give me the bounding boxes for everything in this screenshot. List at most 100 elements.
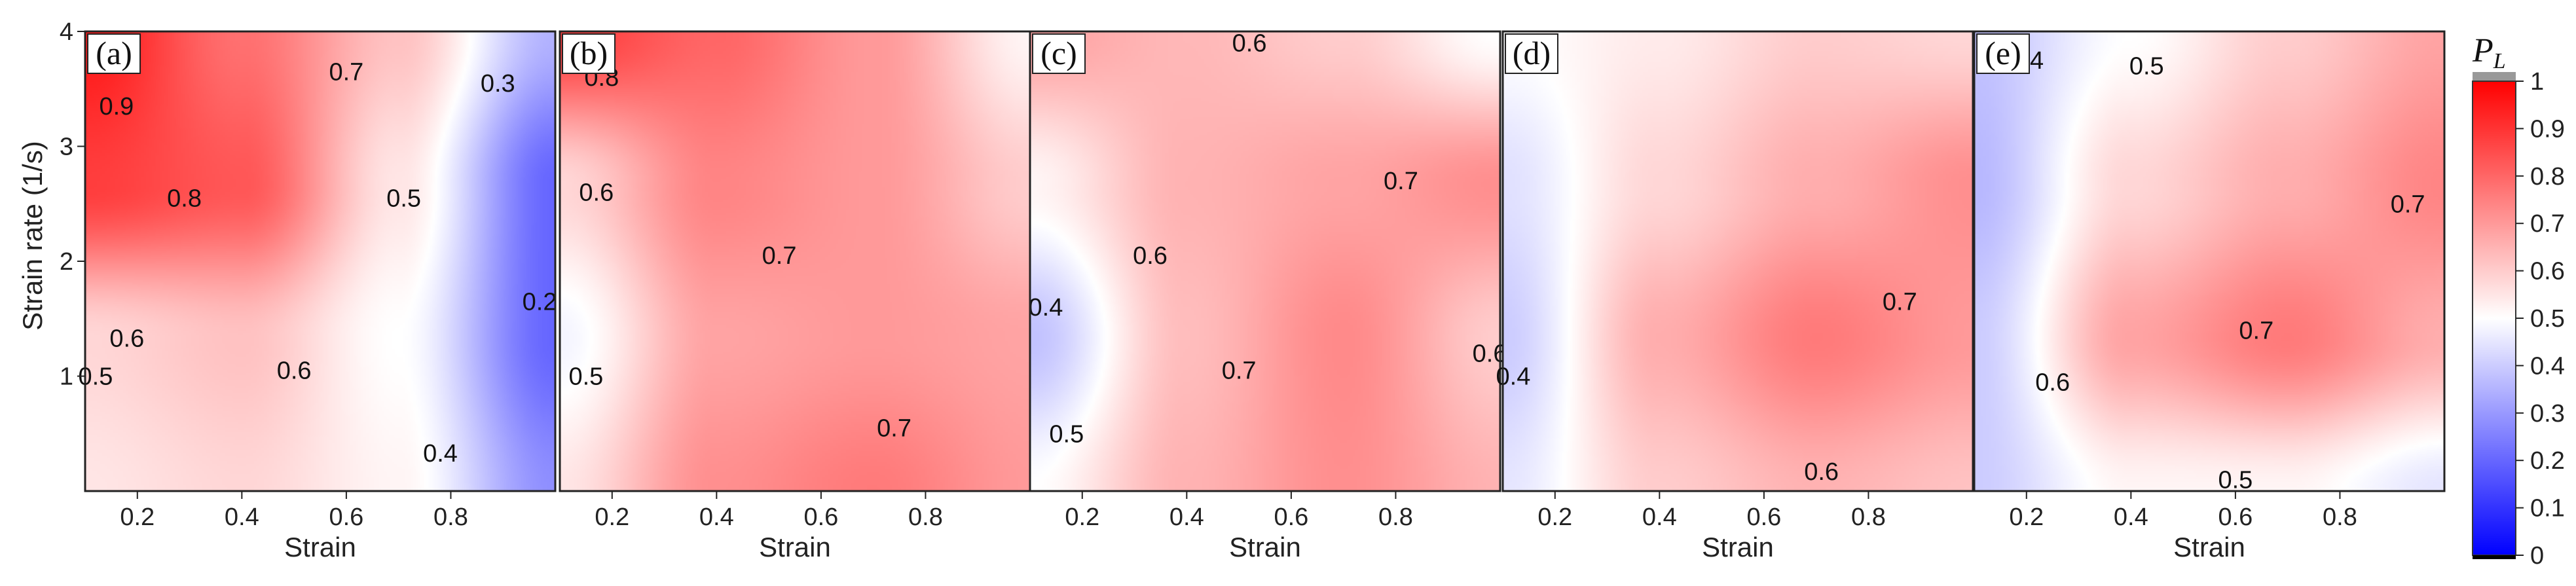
colorbar-tick-label: 0.7 — [2530, 210, 2565, 238]
colorbar-tick-label: 0 — [2530, 542, 2544, 570]
colorbar-tick-label: 0.1 — [2530, 495, 2565, 522]
colorbar-tick-label: 0.3 — [2530, 400, 2565, 428]
panel-a-contour-label: 0.3 — [481, 70, 515, 98]
panel-b-x-axis-title: Strain — [759, 532, 831, 562]
colorbar-tick-label: 0.9 — [2530, 115, 2565, 143]
panel-e-heatmap — [1974, 31, 2444, 491]
panel-e-x-tick-label: 0.2 — [2009, 504, 2044, 531]
panel-c-contour-label: 0.6 — [1232, 30, 1267, 58]
panel-a-contour-label: 0.5 — [386, 185, 421, 212]
panel-c-label-box — [1032, 33, 1086, 74]
panel-b-contour-label: 0.5 — [568, 363, 603, 391]
panel-d-x-tick-label: 0.6 — [1746, 504, 1781, 531]
panel-a-y-tick-label: 3 — [60, 134, 73, 161]
panel-a-letter: (a) — [96, 35, 132, 71]
panel-e-contour-label: 0.6 — [2035, 369, 2070, 396]
panel-a-y-tick-label: 2 — [60, 248, 73, 276]
colorbar-tick-label: 0.4 — [2530, 352, 2565, 380]
panel-d-contour-label: 0.4 — [1496, 363, 1531, 391]
panel-c-letter: (c) — [1040, 35, 1077, 71]
panel-b-letter: (b) — [570, 35, 608, 71]
colorbar: PL 0 0.1 0.2 0.3 0.4 0.5 0.6 0.7 0.8 0.9 1 — [2472, 32, 2565, 570]
panel-e-contour-label: 0.7 — [2239, 317, 2273, 344]
panel-b-contour-label: 0.7 — [877, 414, 911, 442]
panel-c-contour-label: 0.7 — [1222, 357, 1257, 385]
panel-b-contour-label: 0.6 — [579, 179, 614, 207]
panel-c-x-tick-label: 0.4 — [1169, 504, 1204, 531]
panel-d: 0.7 0.4 0.6 (d) 0.2 0.4 0.6 0.8 Strain — [1496, 30, 1974, 562]
colorbar-title: PL — [2472, 32, 2506, 73]
panel-a-contour-label: 0.9 — [99, 93, 134, 120]
panel-c-contour-label: 0.7 — [1384, 168, 1418, 195]
colorbar-tick-label: 0.6 — [2530, 258, 2565, 285]
panel-a-contour-label: 0.6 — [277, 357, 312, 385]
panel-a-x-tick-label: 0.2 — [120, 504, 155, 531]
panel-b-x-tick-label: 0.6 — [803, 504, 838, 531]
panel-c-contour-label: 0.4 — [1029, 294, 1063, 321]
panel-a-x-tick-label: 0.6 — [329, 504, 363, 531]
panel-d-contour-label: 0.6 — [1804, 458, 1839, 486]
panel-a-heatmap — [85, 31, 555, 491]
panel-c-contour-label: 0.6 — [1473, 340, 1507, 367]
panel-b-x-tick-label: 0.8 — [908, 504, 943, 531]
panels-group: 0.90.70.8 0.50.30.20.60.60.50.4(a)0.2 0.4 0… — [60, 18, 2446, 562]
panel-e-letter: (e) — [1985, 35, 2021, 71]
panel-d-contour-label: 0.7 — [1883, 288, 1917, 316]
colorbar-bottom-cap — [2473, 555, 2516, 559]
panel-d-x-axis-title: Strain — [1702, 532, 1774, 562]
panel-e-label-box — [1976, 33, 2030, 74]
panel-c-frame — [1029, 30, 1501, 492]
panel-a-contour-label: 0.7 — [329, 58, 363, 86]
panel-a-x-tick-label: 0.4 — [225, 504, 259, 531]
colorbar-cap — [2473, 72, 2516, 81]
panel-a-contour-label: 0.6 — [109, 325, 144, 353]
panel-c-x-tick-label: 0.2 — [1065, 504, 1099, 531]
panel-c-x-axis-title: Strain — [1229, 532, 1301, 562]
panel-c-x-tick-label: 0.6 — [1274, 504, 1308, 531]
panel-c: 0.6 0.7 0.6 0.4 0.7 0.6 0.5 (c) 0.2 0.4 0.6 0.8 Stra… — [1029, 30, 1507, 562]
panel-a-label-box — [87, 33, 141, 74]
panel-d-heatmap — [1503, 31, 1973, 491]
panel-d-x-tick-label: 0.2 — [1537, 504, 1572, 531]
panel-a-y-tick-label: 1 — [60, 363, 73, 391]
colorbar-tick-label: 1 — [2530, 68, 2544, 96]
panel-a-contour-label: 0.4 — [423, 440, 458, 467]
panel-e-frame — [1973, 30, 2446, 492]
panel-e-contour-label: 0.7 — [2391, 191, 2425, 218]
panel-e-x-tick-label: 0.6 — [2218, 504, 2253, 531]
y-axis-title: Strain rate (1/s) — [17, 141, 48, 330]
panel-c-x-tick-label: 0.8 — [1378, 504, 1413, 531]
panel-b-x-tick-label: 0.4 — [699, 504, 734, 531]
panel-a-x-axis-title: Strain — [284, 532, 356, 562]
panel-d-x-tick-label: 0.8 — [1851, 504, 1886, 531]
panel-c-contour-label: 0.5 — [1049, 420, 1084, 448]
colorbar-gradient — [2472, 81, 2516, 556]
panel-c-heatmap — [1030, 31, 1500, 491]
panel-e-contour-label: 0.5 — [2129, 53, 2164, 81]
colorbar-tick-label: 0.2 — [2530, 447, 2565, 475]
colorbar-ticks: 0 0.1 0.2 0.3 0.4 0.5 0.6 0.7 0.8 0.9 1 — [2516, 68, 2565, 570]
panel-b-heatmap — [560, 31, 1030, 491]
panel-b-x-tick-label: 0.2 — [595, 504, 629, 531]
colorbar-tick-label: 0.5 — [2530, 305, 2565, 333]
panel-c-contour-label: 0.6 — [1133, 242, 1168, 270]
panel-b-label-box — [562, 33, 616, 74]
panel-a-contour-label: 0.2 — [523, 288, 557, 316]
panel-d-x-tick-label: 0.4 — [1642, 504, 1677, 531]
colorbar-tick-label: 0.8 — [2530, 163, 2565, 191]
panel-d-frame — [1501, 30, 1974, 492]
panel-e-x-tick-label: 0.4 — [2114, 504, 2148, 531]
panel-e-x-axis-title: Strain — [2173, 532, 2245, 562]
panel-a-contour-label: 0.8 — [167, 185, 202, 212]
panel-a-y-tick-label: 4 — [60, 18, 73, 46]
panel-e-contour-label: 0.5 — [2218, 466, 2253, 494]
panel-a: 0.90.70.8 0.50.30.20.60.60.50.4(a)0.2 0.4 0… — [60, 18, 557, 562]
panel-b-contour-label: 0.7 — [762, 242, 797, 270]
panel-e-x-tick-label: 0.8 — [2323, 504, 2357, 531]
panel-a-x-tick-label: 0.8 — [433, 504, 468, 531]
panel-d-letter: (d) — [1513, 35, 1551, 71]
panel-d-label-box — [1505, 33, 1558, 74]
